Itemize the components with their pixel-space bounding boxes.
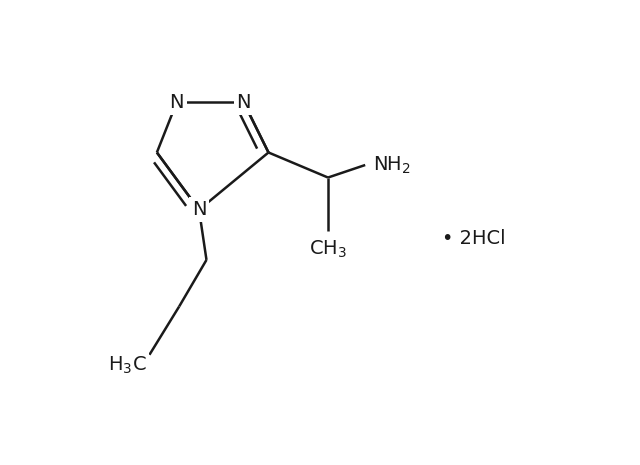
Text: N: N [236,93,251,112]
Text: • 2HCl: • 2HCl [442,229,506,248]
Text: CH$_3$: CH$_3$ [309,239,347,260]
Text: N: N [192,200,206,219]
Text: H$_3$C: H$_3$C [108,355,147,376]
Text: NH$_2$: NH$_2$ [372,154,411,176]
Text: N: N [170,93,184,112]
